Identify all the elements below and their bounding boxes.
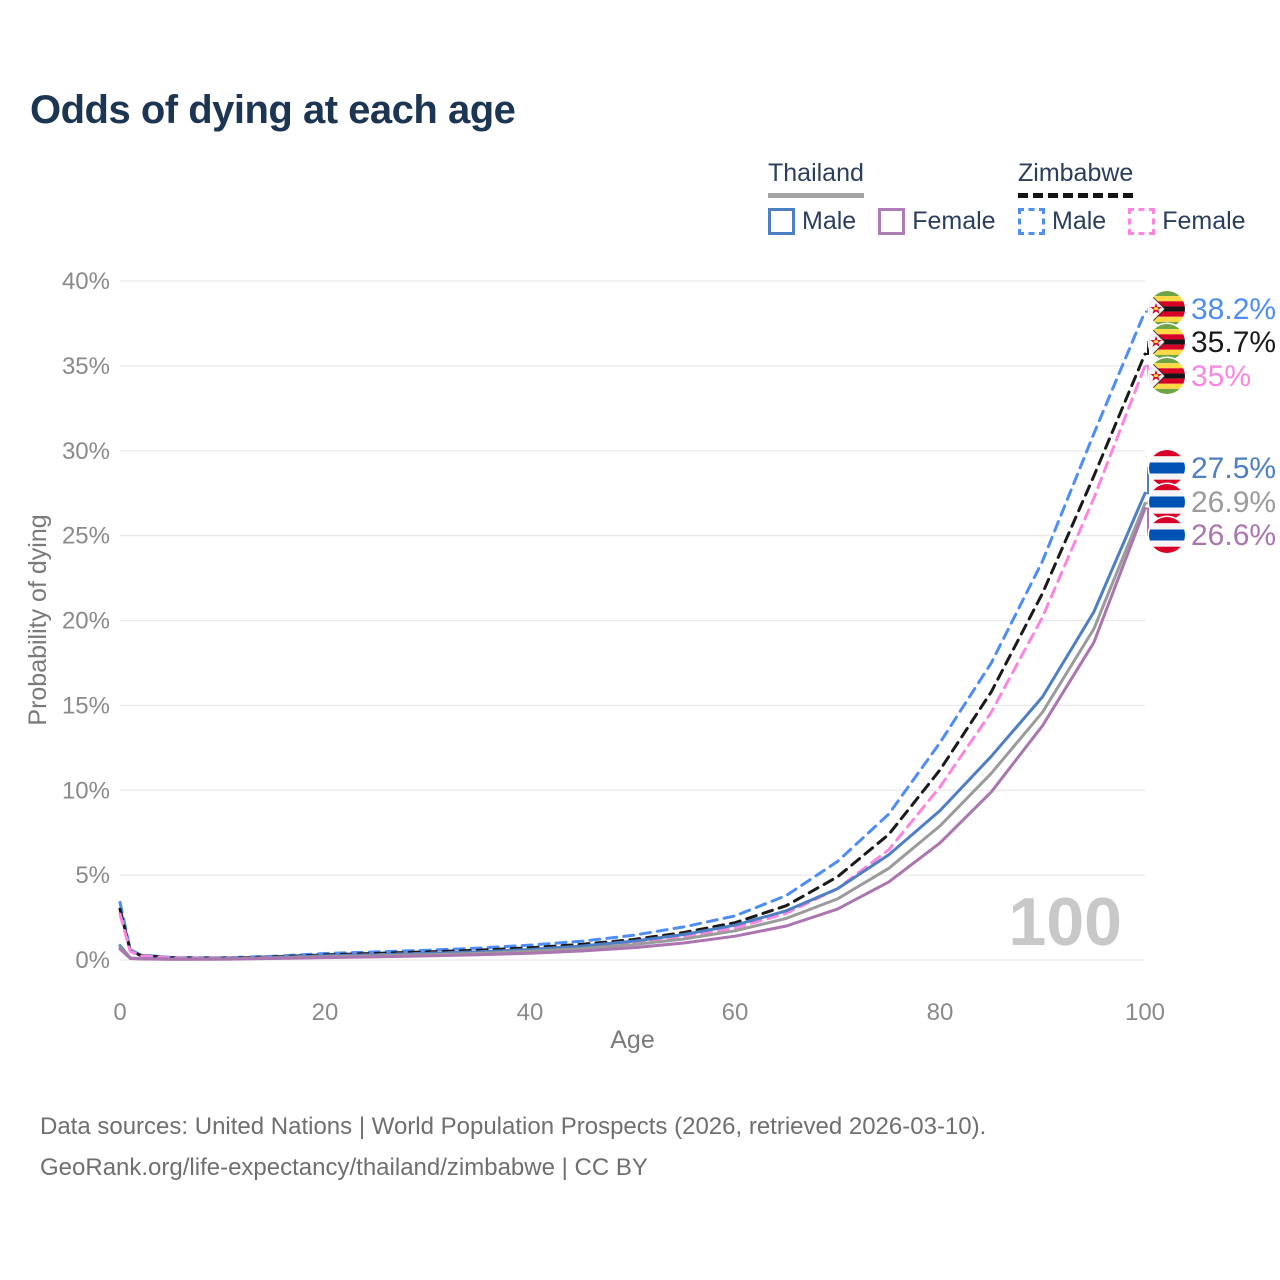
x-tick-label: 0 (113, 999, 126, 1026)
flag-ring (1147, 482, 1187, 522)
legend-item-label: Male (802, 206, 857, 235)
legend-item-zimbabwe-male[interactable]: Male (1018, 207, 1106, 236)
plot-area: 0% 5% 10% 15% 20% 25% 30% 35% 40% 100 0 20 40 60 80 100… (24, 268, 1276, 1054)
legend-country-thailand-label: Thailand (768, 159, 864, 187)
end-value-label: 26.6% (1191, 519, 1276, 552)
y-tick-label: 0% (75, 947, 110, 974)
thailand-female-swatch-icon (878, 207, 906, 235)
thailand-flag-icon (1149, 484, 1185, 520)
legend-item-label: Female (1162, 206, 1246, 235)
x-tick-label: 80 (927, 999, 954, 1026)
y-tick-label: 35% (62, 353, 110, 380)
leader-line (1145, 308, 1153, 313)
legend-item-label: Male (1052, 206, 1107, 235)
legend-country-thailand[interactable]: Thailand (768, 159, 864, 198)
zimbabwe-flag-icon (1147, 358, 1185, 394)
legend-item-label: Female (912, 206, 996, 235)
y-tick-label: 5% (75, 862, 110, 889)
y-tick-label: 30% (62, 438, 110, 465)
x-axis-title: Age (610, 1026, 654, 1054)
thailand-flag-icon (1149, 517, 1185, 553)
flag-ring (1147, 322, 1187, 362)
flag-ring (1147, 448, 1187, 488)
leader-line (1145, 341, 1153, 355)
flag-ring (1147, 356, 1187, 396)
age-watermark: 100 (1009, 884, 1122, 960)
end-value-label: 35.7% (1191, 326, 1276, 359)
series-line-zimbabwe-female[interactable] (118, 364, 1147, 960)
x-tick-label: 100 (1125, 999, 1165, 1026)
y-tick-label: 40% (62, 268, 110, 295)
y-tick-label: 15% (62, 692, 110, 719)
series-line-thailand-female[interactable] (118, 507, 1147, 961)
x-tick-label: 20 (312, 999, 339, 1026)
zimbabwe-flag-icon (1147, 324, 1185, 360)
legend-country-zimbabwe-label: Zimbabwe (1018, 159, 1134, 187)
source-note-line2: GeoRank.org/life-expectancy/thailand/zim… (40, 1154, 648, 1181)
leader-line (1145, 467, 1153, 495)
series-line-thailand[interactable] (118, 501, 1147, 961)
flag-ring (1147, 515, 1187, 555)
page-title: Odds of dying at each age (30, 88, 516, 132)
legend-group-thailand: Thailand Male Female (768, 159, 996, 236)
y-tick-label: 25% (62, 523, 110, 550)
end-value-label: 26.9% (1191, 486, 1276, 519)
source-note: Data sources: United Nations | World Pop… (40, 1106, 986, 1188)
end-value-label: 27.5% (1191, 452, 1276, 485)
legend-items-zimbabwe: Male Female (1018, 207, 1246, 236)
zimbabwe-flag-icon (1147, 291, 1185, 327)
flag-ring (1147, 289, 1187, 329)
zimbabwe-male-swatch-icon (1018, 207, 1045, 235)
end-value-label: 35% (1191, 360, 1251, 393)
legend-group-zimbabwe: Zimbabwe Male Female (1018, 159, 1246, 236)
end-value-label: 38.2% (1191, 293, 1276, 326)
leader-line (1145, 507, 1153, 536)
thailand-flag-icon (1149, 450, 1185, 486)
legend-item-zimbabwe-female[interactable]: Female (1128, 206, 1246, 236)
legend-country-zimbabwe[interactable]: Zimbabwe (1018, 159, 1134, 198)
series-line-zimbabwe-male[interactable] (118, 310, 1147, 960)
source-note-line1: Data sources: United Nations | World Pop… (40, 1113, 987, 1140)
legend-item-thailand-male[interactable]: Male (768, 207, 856, 236)
y-tick-label: 10% (62, 777, 110, 804)
x-tick-label: 60 (722, 999, 749, 1026)
thailand-male-swatch-icon (768, 207, 795, 235)
y-tick-label: 20% (62, 608, 110, 635)
series-line-thailand-male[interactable] (118, 491, 1147, 961)
x-tick-label: 40 (517, 999, 544, 1026)
series-line-zimbabwe[interactable] (118, 352, 1147, 960)
legend-item-thailand-female[interactable]: Female (878, 206, 996, 236)
zimbabwe-female-swatch-icon (1128, 207, 1156, 235)
legend-items-thailand: Male Female (768, 207, 996, 236)
leader-line (1145, 364, 1153, 377)
y-axis-title: Probability of dying (24, 514, 52, 725)
leader-line (1145, 501, 1153, 505)
